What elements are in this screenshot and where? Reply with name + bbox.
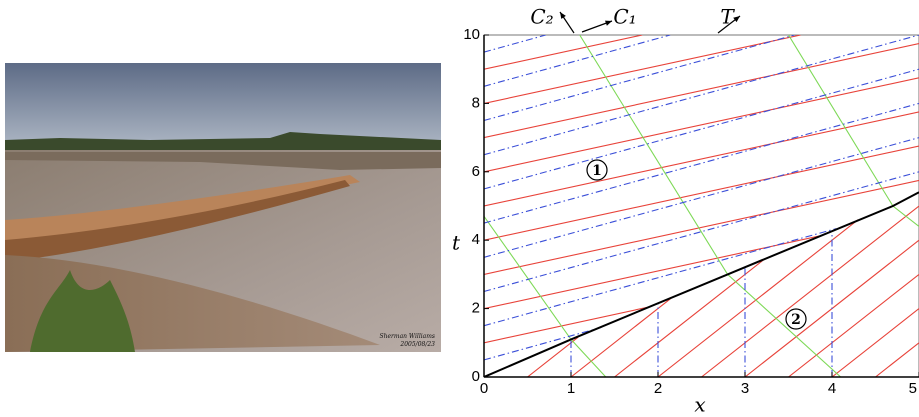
x-axis-label: x xyxy=(694,393,705,417)
y-tick-label: 0 xyxy=(472,368,480,385)
characteristic-line xyxy=(484,35,919,377)
plot-area xyxy=(484,35,919,377)
legend-label: C₁ xyxy=(613,5,636,29)
region-label: 1 xyxy=(592,163,602,179)
x-tick-label: 1 xyxy=(567,380,575,397)
plot-frame xyxy=(483,34,919,378)
legend-arrow-head xyxy=(733,16,740,23)
y-tick-label: 6 xyxy=(472,163,480,180)
x-tick-label: 0 xyxy=(480,380,488,397)
photo-credit: Sherman Williams xyxy=(379,333,435,340)
region-marker xyxy=(785,308,807,330)
x-tick-label: 2 xyxy=(654,380,662,397)
y-tick-label: 4 xyxy=(472,231,480,248)
y-tick-label: 10 xyxy=(463,26,480,43)
x-tick-label: 5 xyxy=(909,380,917,397)
legend-arrow-head xyxy=(605,20,612,26)
legend-label: C₂ xyxy=(530,5,553,29)
region-label: 2 xyxy=(791,312,801,328)
photo: Sherman Williams 2005/08/23 xyxy=(5,63,441,352)
shock-line xyxy=(484,191,919,377)
x-tick-label: 4 xyxy=(828,380,836,397)
x-tick-label: 3 xyxy=(741,380,749,397)
photo-date: 2005/08/23 xyxy=(399,341,435,348)
y-axis-label: t xyxy=(452,231,461,255)
region-marker xyxy=(586,159,608,181)
y-tick-label: 2 xyxy=(472,300,480,317)
y-tick-label: 8 xyxy=(472,94,480,111)
legend-arrow-head xyxy=(560,12,566,19)
